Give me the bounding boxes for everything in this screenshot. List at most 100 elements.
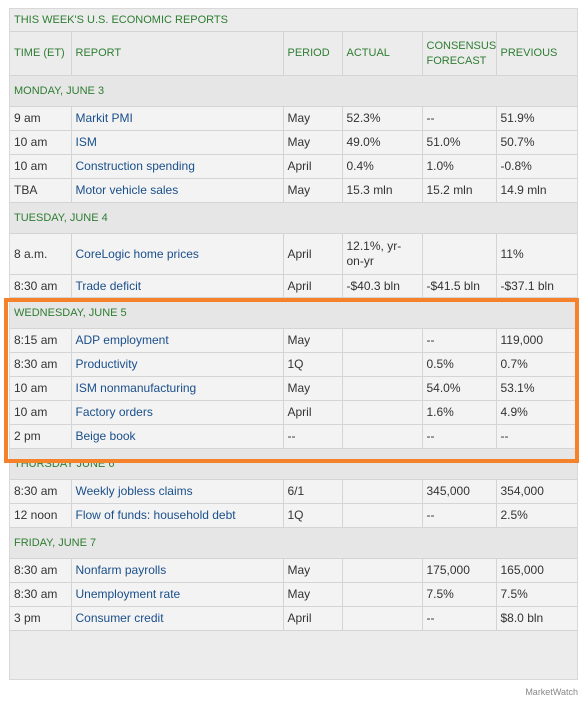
- cell-previous: 4.9%: [496, 400, 578, 425]
- cell-time: 10 am: [10, 130, 72, 155]
- cell-consensus: 7.5%: [422, 582, 497, 607]
- cell-report[interactable]: Factory orders: [71, 400, 284, 425]
- cell-previous: 51.9%: [496, 106, 578, 131]
- table-row: 9 am Markit PMI May 52.3% -- 51.9%: [10, 106, 578, 131]
- table-row: 8:15 am ADP employment May -- 119,000: [10, 328, 578, 353]
- cell-actual: [342, 376, 423, 401]
- cell-period: April: [283, 233, 343, 275]
- cell-actual: [342, 503, 423, 528]
- cell-period: April: [283, 606, 343, 631]
- cell-report[interactable]: Construction spending: [71, 154, 284, 179]
- cell-period: April: [283, 274, 343, 298]
- cell-period: May: [283, 376, 343, 401]
- cell-previous: $8.0 bln: [496, 606, 578, 631]
- cell-report[interactable]: Weekly jobless claims: [71, 479, 284, 504]
- cell-report[interactable]: ADP employment: [71, 328, 284, 353]
- table-row: 8:30 am Unemployment rate May 7.5% 7.5%: [10, 582, 578, 607]
- cell-consensus: -$41.5 bln: [422, 274, 497, 298]
- day-header-row: FRIDAY, JUNE 7: [10, 527, 578, 559]
- cell-report[interactable]: Unemployment rate: [71, 582, 284, 607]
- day-label: FRIDAY, JUNE 7: [10, 527, 578, 559]
- cell-actual: 49.0%: [342, 130, 423, 155]
- table-row: TBA Motor vehicle sales May 15.3 mln 15.2 ml…: [10, 178, 578, 203]
- cell-previous: --: [496, 424, 578, 449]
- cell-report[interactable]: Nonfarm payrolls: [71, 558, 284, 583]
- cell-time: 9 am: [10, 106, 72, 131]
- table-row: 8:30 am Weekly jobless claims 6/1 345,000 35…: [10, 479, 578, 504]
- cell-report[interactable]: Productivity: [71, 352, 284, 377]
- day-header-row: MONDAY, JUNE 3: [10, 75, 578, 107]
- cell-consensus: 1.6%: [422, 400, 497, 425]
- cell-time: 2 pm: [10, 424, 72, 449]
- cell-previous: 11%: [496, 233, 578, 275]
- cell-period: April: [283, 154, 343, 179]
- cell-time: TBA: [10, 178, 72, 203]
- cell-report[interactable]: Beige book: [71, 424, 284, 449]
- cell-report[interactable]: Consumer credit: [71, 606, 284, 631]
- day-label: TUESDAY, JUNE 4: [10, 202, 578, 234]
- cell-actual: 0.4%: [342, 154, 423, 179]
- day-header-row: WEDNESDAY, JUNE 5: [10, 297, 578, 329]
- cell-report[interactable]: ISM nonmanufacturing: [71, 376, 284, 401]
- cell-consensus: 0.5%: [422, 352, 497, 377]
- cell-time: 8:30 am: [10, 582, 72, 607]
- cell-consensus: 345,000: [422, 479, 497, 504]
- cell-report[interactable]: Motor vehicle sales: [71, 178, 284, 203]
- cell-consensus: 1.0%: [422, 154, 497, 179]
- cell-previous: -0.8%: [496, 154, 578, 179]
- cell-previous: 7.5%: [496, 582, 578, 607]
- cell-report[interactable]: Markit PMI: [71, 106, 284, 131]
- cell-actual: [342, 479, 423, 504]
- cell-time: 3 pm: [10, 606, 72, 631]
- cell-report[interactable]: ISM: [71, 130, 284, 155]
- cell-previous: 354,000: [496, 479, 578, 504]
- cell-actual: [342, 352, 423, 377]
- cell-consensus: 54.0%: [422, 376, 497, 401]
- cell-actual: 52.3%: [342, 106, 423, 131]
- cell-period: 1Q: [283, 352, 343, 377]
- cell-consensus: --: [422, 106, 497, 131]
- header-row: TIME (ET) REPORT PERIOD ACTUAL CONSENSUS…: [10, 31, 578, 76]
- cell-previous: 0.7%: [496, 352, 578, 377]
- cell-actual: 15.3 mln: [342, 178, 423, 203]
- cell-consensus: 51.0%: [422, 130, 497, 155]
- table-row: 12 noon Flow of funds: household debt 1Q --…: [10, 503, 578, 528]
- cell-consensus: 15.2 mln: [422, 178, 497, 203]
- table-row: 3 pm Consumer credit April -- $8.0 bln: [10, 606, 578, 631]
- table-row: 8:30 am Nonfarm payrolls May 175,000 165,000: [10, 558, 578, 583]
- cell-period: 1Q: [283, 503, 343, 528]
- cell-time: 10 am: [10, 154, 72, 179]
- header-actual: ACTUAL: [342, 31, 423, 76]
- cell-previous: -$37.1 bln: [496, 274, 578, 298]
- cell-time: 8:15 am: [10, 328, 72, 353]
- cell-consensus: --: [422, 424, 497, 449]
- cell-previous: 165,000: [496, 558, 578, 583]
- table-row: 8:30 am Trade deficit April -$40.3 bln -$41.…: [10, 274, 578, 298]
- table-row: 10 am ISM May 49.0% 51.0% 50.7%: [10, 130, 578, 155]
- header-period: PERIOD: [283, 31, 343, 76]
- cell-previous: 53.1%: [496, 376, 578, 401]
- cell-time: 10 am: [10, 376, 72, 401]
- header-consensus-line1: CONSENSUS: [426, 39, 497, 52]
- cell-report[interactable]: CoreLogic home prices: [71, 233, 284, 275]
- cell-period: --: [283, 424, 343, 449]
- cell-actual: -$40.3 bln: [342, 274, 423, 298]
- cell-previous: 119,000: [496, 328, 578, 353]
- credit-marketwatch: MarketWatch: [525, 687, 578, 697]
- table-row: 2 pm Beige book -- -- --: [10, 424, 578, 449]
- cell-period: May: [283, 106, 343, 131]
- day-label: WEDNESDAY, JUNE 5: [10, 297, 578, 329]
- table-row: 10 am Construction spending April 0.4% 1.0% -…: [10, 154, 578, 179]
- cell-time: 10 am: [10, 400, 72, 425]
- cell-period: May: [283, 178, 343, 203]
- cell-period: May: [283, 130, 343, 155]
- table-row: 10 am Factory orders April 1.6% 4.9%: [10, 400, 578, 425]
- header-time: TIME (ET): [10, 31, 72, 76]
- cell-time: 8:30 am: [10, 558, 72, 583]
- cell-time: 8:30 am: [10, 274, 72, 298]
- cell-time: 8:30 am: [10, 352, 72, 377]
- cell-period: May: [283, 582, 343, 607]
- empty-footer-row: [10, 631, 577, 672]
- cell-report[interactable]: Trade deficit: [71, 274, 284, 298]
- cell-report[interactable]: Flow of funds: household debt: [71, 503, 284, 528]
